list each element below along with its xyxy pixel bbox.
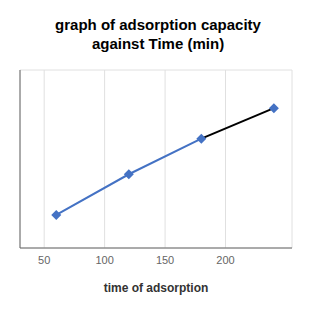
html-text:graph of adsorption capacity: graph of adsorption capacity xyxy=(55,16,261,33)
svg-text:time of adsorption: time of adsorption xyxy=(104,281,209,295)
svg-text:200: 200 xyxy=(216,254,234,266)
svg-text:50: 50 xyxy=(38,254,50,266)
html-text:against Time (min): against Time (min) xyxy=(91,35,225,52)
svg-text:150: 150 xyxy=(156,254,174,266)
svg-text:100: 100 xyxy=(95,254,113,266)
